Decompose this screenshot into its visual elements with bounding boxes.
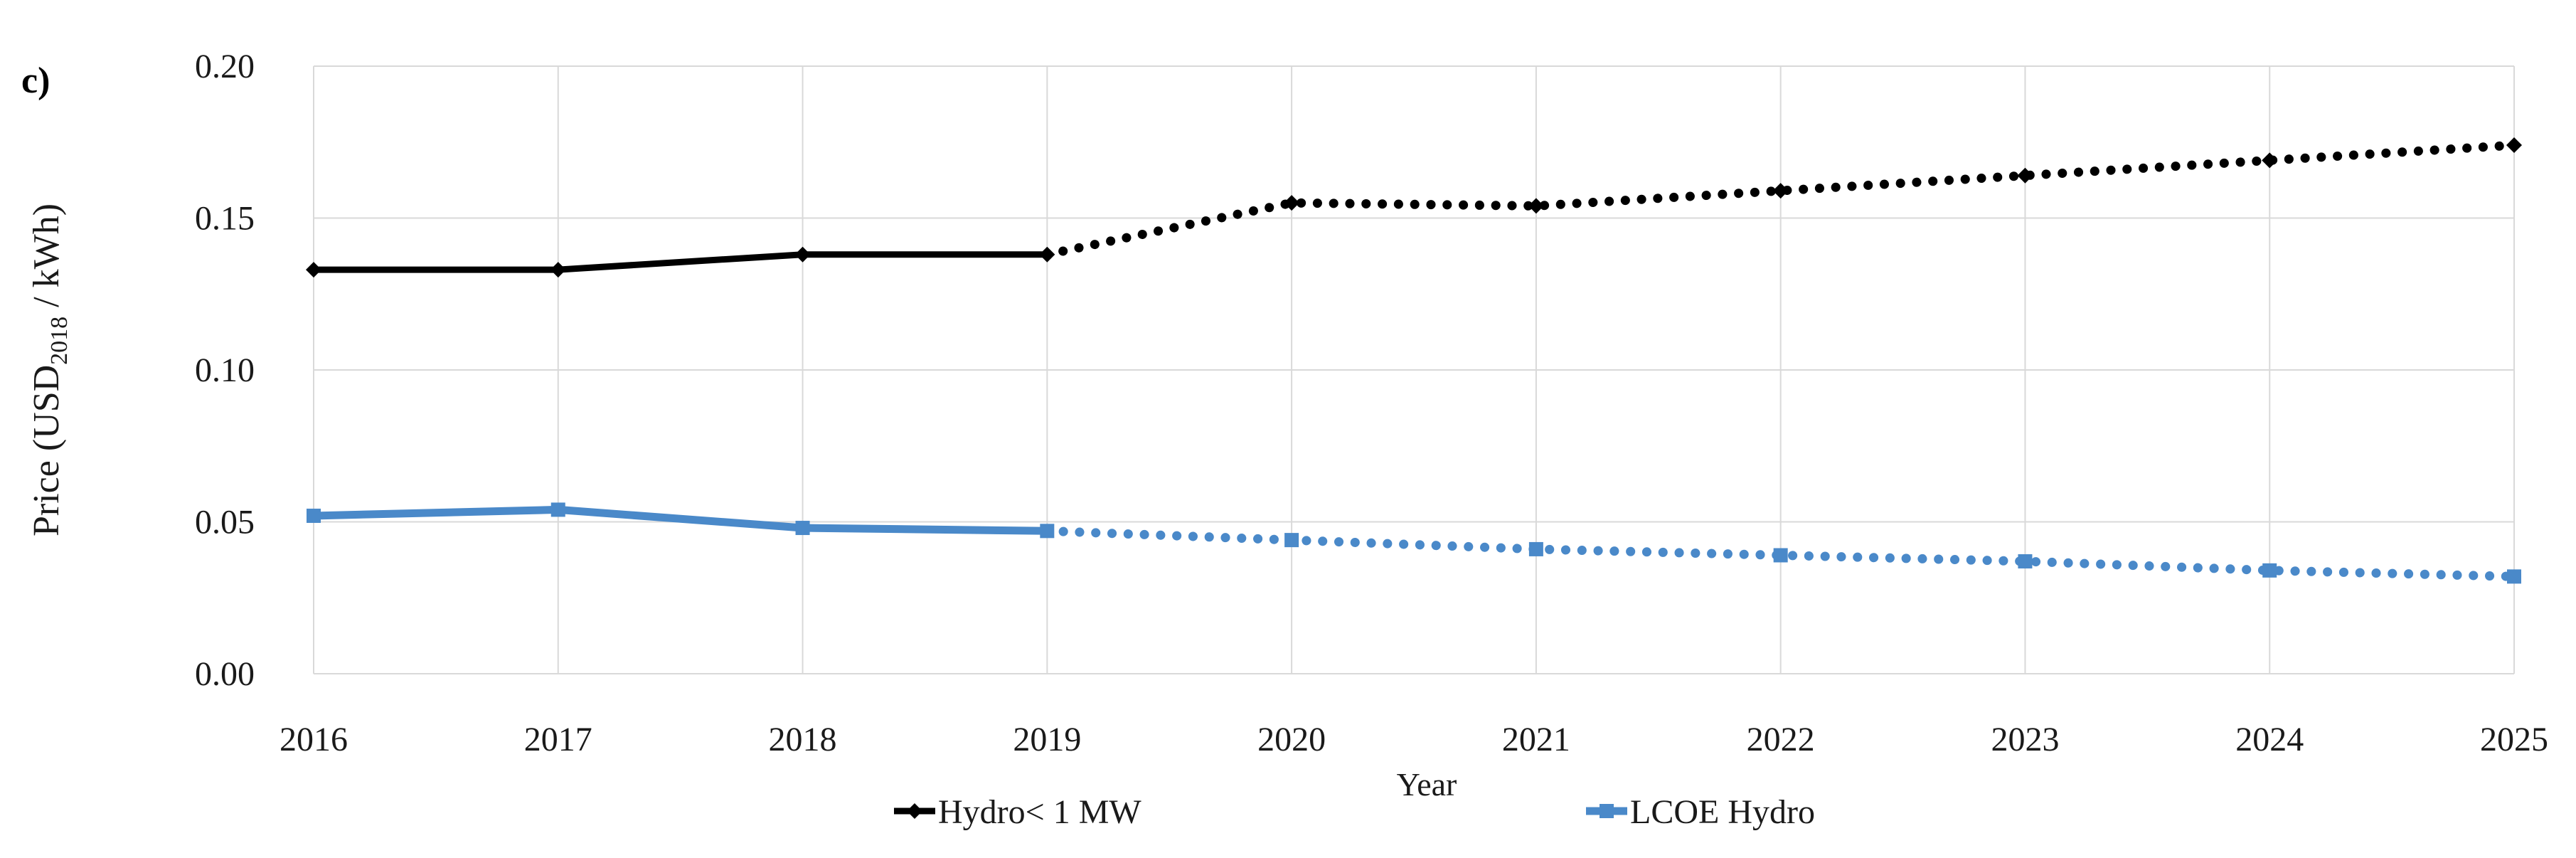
y-tick-label: 0.15 — [195, 200, 255, 238]
series-marker-square — [307, 508, 321, 523]
series-solid-line — [314, 251, 1048, 273]
series-marker-square — [550, 502, 565, 517]
series-marker-diamond — [1039, 246, 1055, 263]
series-marker-square — [1284, 533, 1299, 548]
series-marker-diamond — [1528, 198, 1544, 214]
legend-lcoe-marker-square — [1600, 804, 1614, 818]
series-marker-square — [1528, 541, 1543, 556]
series-marker-diamond — [2017, 167, 2033, 184]
y-tick-label: 0.05 — [195, 504, 255, 541]
x-tick-label: 2020 — [1257, 721, 1326, 758]
series-marker-diamond — [306, 262, 321, 278]
series-marker-diamond — [2262, 152, 2278, 169]
y-axis-title: Price (USD2018 / kWh) — [26, 203, 73, 536]
x-axis-title: Year — [1397, 766, 1457, 803]
x-tick-label: 2023 — [1991, 721, 2059, 758]
series-marker-diamond — [550, 262, 566, 278]
x-tick-label: 2018 — [769, 721, 837, 758]
series-marker-diamond — [794, 246, 811, 263]
series-marker-diamond — [2506, 137, 2522, 154]
legend-hydro-marker-diamond — [907, 803, 922, 819]
x-tick-label: 2021 — [1502, 721, 1570, 758]
panel-label: c) — [21, 60, 50, 101]
x-tick-label: 2024 — [2235, 721, 2304, 758]
y-tick-label: 0.20 — [195, 48, 255, 85]
series-marker-square — [795, 521, 810, 536]
x-tick-label: 2016 — [280, 721, 348, 758]
series-marker-square — [2262, 563, 2277, 578]
series-marker-square — [2018, 554, 2033, 569]
series-solid-line — [313, 505, 1048, 535]
series-marker-diamond — [1284, 195, 1300, 211]
series-marker-square — [2507, 569, 2521, 584]
x-tick-label: 2025 — [2480, 721, 2548, 758]
y-tick-label: 0.10 — [195, 351, 255, 389]
x-tick-label: 2019 — [1013, 721, 1081, 758]
legend-hydro-label: Hydro< 1 MW — [938, 793, 1141, 831]
x-tick-label: 2022 — [1747, 721, 1815, 758]
series-marker-diamond — [1772, 183, 1789, 199]
y-tick-label: 0.00 — [195, 655, 255, 693]
x-tick-label: 2017 — [524, 721, 592, 758]
series-marker-square — [1773, 548, 1788, 563]
legend-lcoe-label: LCOE Hydro — [1630, 793, 1815, 831]
series-marker-square — [1040, 524, 1055, 539]
